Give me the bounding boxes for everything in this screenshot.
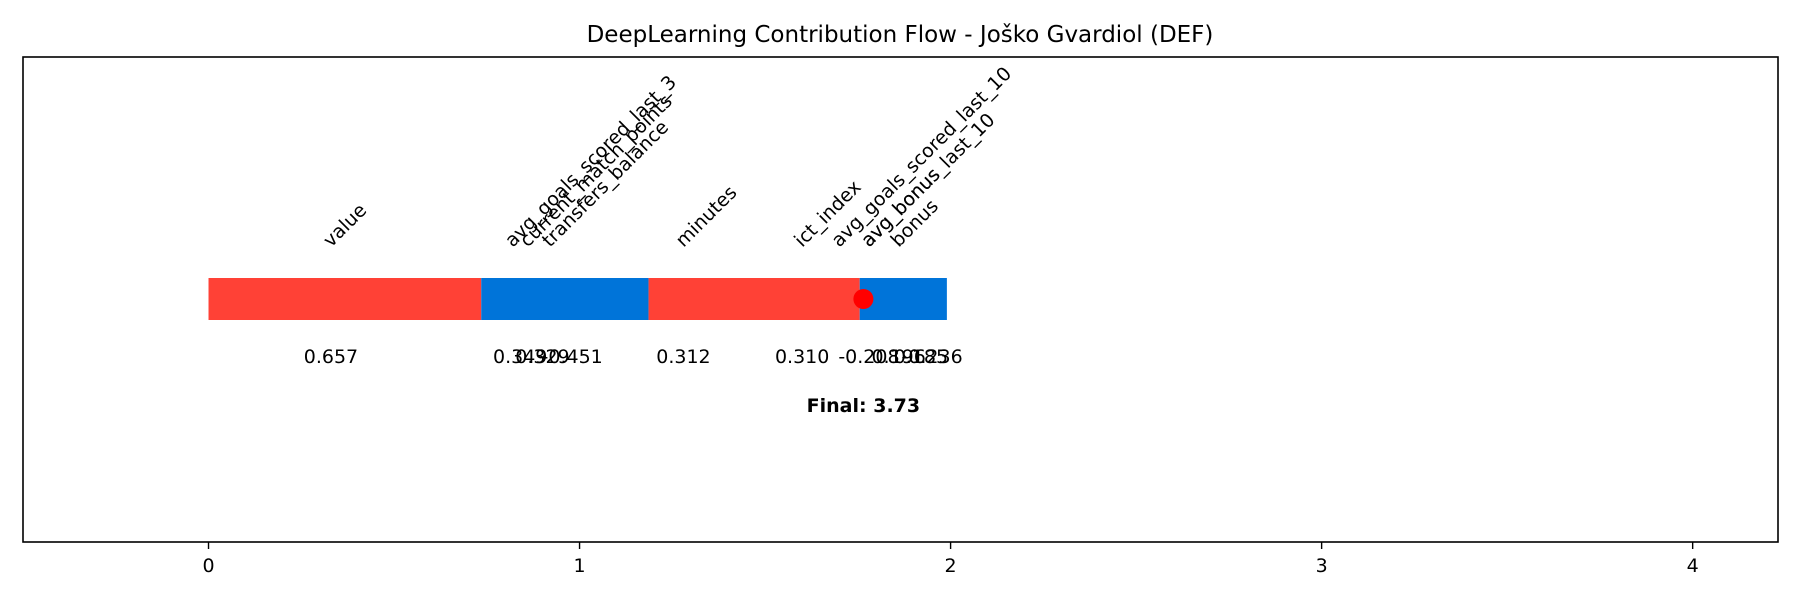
x-tick-label: 3: [1316, 555, 1328, 577]
value-label-current-match-points: 0.329: [515, 346, 569, 368]
bar-segments: [208, 278, 947, 320]
x-tick-label: 0: [202, 555, 214, 577]
feature-label-minutes: minutes: [671, 182, 741, 252]
final-label: Final: 3.73: [807, 395, 920, 417]
x-axis: 0 1 2 3 4: [202, 542, 1699, 577]
x-tick-label: 1: [574, 555, 586, 577]
value-label-ict-index: 0.310: [775, 346, 829, 368]
x-tick-label: 2: [945, 555, 957, 577]
value-label-avg-bonus-last-10: 0.196: [871, 346, 925, 368]
feature-labels: value avg_goals_scored_last_3current_matc…: [319, 63, 1016, 252]
value-label-transfers-balance: -0.451: [542, 346, 603, 368]
bar-segment-bonus: [859, 278, 947, 320]
bar-segment-value: [208, 278, 482, 320]
plot-frame: [22, 56, 1779, 543]
value-label-avg-goals-scored-last-10: -0.208: [838, 346, 899, 368]
bar-segment-transfers-balance: [481, 278, 649, 320]
value-label-minutes: 0.312: [656, 346, 710, 368]
feature-label-value: value: [319, 199, 371, 251]
value-label-avg-bonus: 0.185: [894, 346, 948, 368]
value-label-avg-goals-scored-last-3: 0.349: [493, 346, 547, 368]
x-tick-label: 4: [1687, 555, 1699, 577]
final-marker: [853, 289, 874, 309]
feature-label-current-match-points: current_match_points: [516, 90, 677, 251]
value-label-value: 0.657: [304, 346, 358, 368]
chart-title: DeepLearning Contribution Flow - Joško G…: [587, 22, 1214, 48]
value-label-bonus: -0.236: [901, 346, 962, 368]
bar-segment-minutes: [648, 278, 860, 320]
